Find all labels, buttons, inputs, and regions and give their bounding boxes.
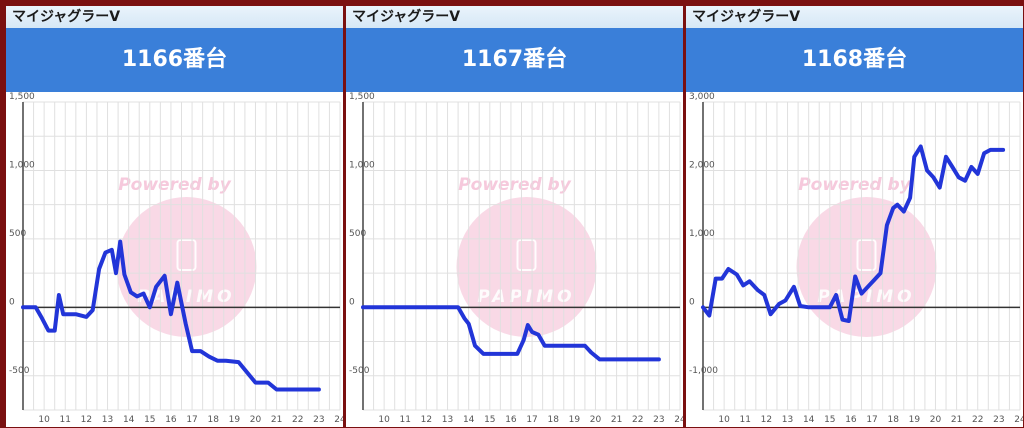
x-tick-label: 21 [611,415,622,425]
phone-icon [856,239,877,271]
x-tick-label: 16 [505,415,517,425]
machine-title: マイジャグラーV [346,6,683,28]
watermark-powered-by: Powered by [458,175,572,195]
x-tick-label: 11 [740,415,751,425]
x-tick-label: 20 [250,415,262,425]
x-tick-label: 15 [824,415,835,425]
y-tick-label: 0 [9,297,15,307]
x-tick-label: 16 [845,415,857,425]
watermark-brand: PAPIMO [817,287,915,307]
x-tick-label: 11 [400,415,411,425]
x-tick-label: 11 [60,415,71,425]
x-tick-label: 14 [463,415,475,425]
x-tick-label: 20 [930,415,942,425]
x-tick-label: 18 [547,415,559,425]
x-tick-label: 14 [123,415,135,425]
x-tick-label: 19 [909,415,921,425]
x-tick-label: 15 [144,415,155,425]
y-tick-label: 2,000 [689,160,715,170]
x-tick-label: 17 [526,415,537,425]
y-tick-label: 3,000 [689,92,715,102]
y-tick-label: 1,000 [689,229,715,239]
chart-panel: マイジャグラーV 1168番台 Powered by PAPIMO 3,000 2,0… [686,6,1023,427]
chart: Powered by PAPIMO 1,500 1,000 500 0 -500 10 11 12… [9,92,343,425]
x-tick-label: 22 [292,415,303,425]
unit-header: 1168番台 [686,28,1023,92]
watermark-circle [456,197,597,337]
machine-title: マイジャグラーV [6,6,343,28]
x-tick-label: 17 [866,415,877,425]
x-tick-label: 19 [229,415,241,425]
watermark-circle [796,197,937,337]
x-tick-label: 10 [378,415,390,425]
machine-title: マイジャグラーV [686,6,1023,28]
x-tick-label: 16 [165,415,177,425]
y-tick-label: 500 [9,229,26,239]
y-tick-label: 1,500 [349,92,375,102]
unit-header: 1166番台 [6,28,343,92]
y-tick-label: -500 [9,366,30,376]
x-tick-label: 12 [761,415,772,425]
watermark-brand: PAPIMO [137,287,235,307]
x-tick-label: 19 [569,415,581,425]
chart-panel: マイジャグラーV 1166番台 Powered by PAPIMO 1,500 1,0… [6,6,343,427]
x-tick-label: 21 [951,415,962,425]
x-tick-label: 22 [972,415,983,425]
x-tick-label: 12 [421,415,432,425]
x-tick-label: 23 [313,415,324,425]
x-tick-label: 18 [207,415,219,425]
x-tick-label: 22 [632,415,643,425]
x-tick-label: 13 [102,415,113,425]
chart-panel: マイジャグラーV 1167番台 Powered by PAPIMO 1,500 1,0… [346,6,683,427]
x-tick-label: 10 [38,415,50,425]
x-tick-label: 24 [1014,415,1023,425]
x-tick-label: 18 [887,415,899,425]
y-tick-label: 500 [349,229,366,239]
series-line [361,305,661,362]
x-tick-label: 17 [186,415,197,425]
x-tick-label: 21 [271,415,282,425]
y-tick-label: -1,000 [689,366,718,376]
x-tick-label: 24 [334,415,343,425]
y-tick-label: 1,000 [9,160,35,170]
phone-icon [516,239,537,271]
x-tick-label: 10 [718,415,730,425]
x-tick-label: 13 [442,415,453,425]
watermark-powered-by: Powered by [118,175,232,195]
y-tick-label: -500 [349,366,370,376]
x-tick-label: 15 [484,415,495,425]
watermark-brand: PAPIMO [477,287,575,307]
x-tick-label: 23 [653,415,664,425]
y-tick-label: 1,500 [9,92,35,102]
series-line [701,144,1006,323]
watermark-powered-by: Powered by [798,175,912,195]
y-tick-label: 1,000 [349,160,375,170]
y-tick-label: 0 [689,297,695,307]
chart: Powered by PAPIMO 3,000 2,000 1,000 0 -1,000 10… [689,92,1023,425]
chart: Powered by PAPIMO 1,500 1,000 500 0 -500 10 11 12… [349,92,683,425]
x-tick-label: 13 [782,415,793,425]
phone-icon [176,239,197,271]
unit-header: 1167番台 [346,28,683,92]
x-tick-label: 12 [81,415,92,425]
x-tick-label: 20 [590,415,602,425]
x-tick-label: 14 [803,415,815,425]
x-tick-label: 24 [674,415,683,425]
y-tick-label: 0 [349,297,355,307]
series-line [21,239,321,392]
x-tick-label: 23 [993,415,1004,425]
watermark-circle [116,197,257,337]
